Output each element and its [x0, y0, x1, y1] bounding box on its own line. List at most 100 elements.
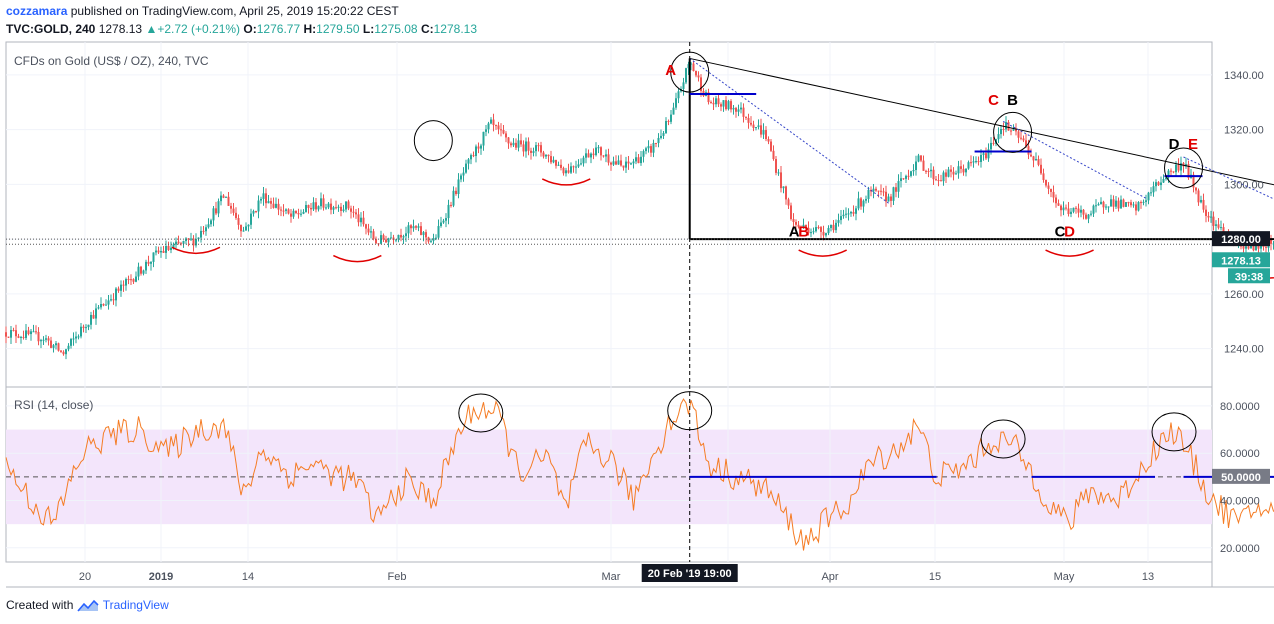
candle-body — [220, 195, 222, 202]
candle-body — [117, 288, 120, 291]
candle-body — [682, 82, 685, 89]
close-label: C: — [420, 22, 434, 36]
candle-body — [957, 166, 960, 174]
candle-body — [405, 233, 407, 237]
candle-body — [85, 327, 87, 329]
candle-body — [212, 208, 215, 221]
candle-body — [915, 161, 917, 170]
candle-body — [155, 250, 157, 253]
candle-body — [1025, 140, 1027, 147]
candle-body — [65, 349, 67, 355]
candle-body — [610, 162, 612, 165]
candle-body — [627, 161, 630, 164]
price-axis[interactable]: 1340.00 1320.00 1300.00 1280.00 1260.00 1240.… — [1224, 70, 1264, 356]
candle-body — [1090, 213, 1092, 215]
rsi-series — [5, 398, 1274, 551]
price-tick-label: 1240.00 — [1224, 344, 1264, 356]
candle-body — [1135, 204, 1137, 211]
candle-body — [547, 154, 550, 157]
candle-body — [1045, 179, 1047, 186]
candle-body — [837, 220, 840, 223]
candle-body — [332, 207, 335, 210]
candle-body — [1097, 204, 1100, 206]
candle-body — [335, 207, 337, 209]
rsi-axis[interactable]: 80.0000 60.0000 40.0000 20.0000 — [1220, 401, 1260, 555]
candle-body — [115, 288, 117, 301]
candle-body — [347, 201, 350, 209]
candle-body — [30, 331, 32, 335]
candle-body — [695, 70, 697, 76]
candle-body — [872, 188, 875, 192]
candle-body — [152, 252, 155, 262]
time-axis[interactable]: 20201914FebMar18Apr15May13 — [79, 571, 1154, 583]
candle-body — [540, 145, 542, 153]
candle-body — [1095, 205, 1097, 207]
candle-body — [132, 279, 135, 282]
candle-body — [230, 205, 232, 209]
tradingview-link[interactable]: TradingView — [102, 598, 169, 612]
candle-body — [1070, 211, 1072, 215]
candle-body — [750, 122, 752, 125]
candle-body — [305, 205, 307, 212]
candle-body — [1065, 207, 1067, 209]
candle-body — [1030, 154, 1032, 157]
candle-body — [310, 207, 312, 210]
candle-body — [107, 300, 110, 305]
candle-body — [1152, 186, 1155, 193]
candle-body — [670, 114, 672, 122]
candle-body — [725, 100, 727, 110]
candle-body — [242, 230, 245, 232]
candle-body — [940, 180, 942, 182]
high-value: 1279.50 — [316, 22, 360, 36]
candle-body — [865, 198, 867, 201]
candle-body — [1147, 192, 1150, 201]
crosshair-time-text: 20 Feb '19 19:00 — [648, 568, 732, 580]
candle-body — [1050, 188, 1052, 192]
candle-body — [760, 125, 762, 135]
candle-body — [512, 142, 515, 146]
candle-body — [992, 142, 995, 144]
candle-body — [425, 232, 427, 238]
candle-body — [1250, 245, 1252, 249]
candle-body — [1085, 214, 1087, 219]
candle-body — [62, 351, 65, 355]
candle-body — [502, 129, 505, 134]
candle-body — [215, 208, 217, 214]
candle-body — [317, 206, 320, 210]
candle-body — [707, 92, 710, 103]
candle-body — [205, 227, 207, 232]
candle-body — [1112, 199, 1115, 207]
candle-body — [515, 142, 517, 148]
candle-body — [997, 134, 1000, 140]
candle-body — [1077, 208, 1080, 213]
candle-body — [600, 147, 602, 156]
candle-body — [585, 153, 587, 158]
candle-body — [910, 171, 912, 176]
candle-body — [550, 156, 552, 163]
candle-body — [1127, 202, 1130, 204]
price-tick-label: 1340.00 — [1224, 70, 1264, 82]
candle-body — [1162, 179, 1165, 183]
candle-body — [1062, 207, 1065, 211]
candle-body — [1010, 130, 1012, 132]
candle-body — [645, 148, 647, 152]
wave-label: C — [988, 92, 999, 109]
candle-body — [922, 160, 925, 171]
candle-body — [787, 199, 790, 206]
candle-body — [315, 202, 317, 210]
author-name[interactable]: cozzamara — [6, 4, 68, 18]
time-tick-label: 14 — [242, 571, 254, 583]
candle-body — [197, 237, 200, 239]
candle-body — [715, 98, 717, 105]
candle-body — [222, 195, 225, 198]
candle-body — [267, 201, 270, 204]
candle-body — [1242, 246, 1245, 249]
candle-body — [32, 331, 35, 333]
wave-label: C — [1055, 223, 1066, 240]
candle-body — [370, 231, 372, 233]
candle-body — [477, 146, 480, 149]
candle-body — [52, 345, 55, 348]
candle-body — [560, 164, 562, 168]
candle-body — [850, 211, 852, 214]
